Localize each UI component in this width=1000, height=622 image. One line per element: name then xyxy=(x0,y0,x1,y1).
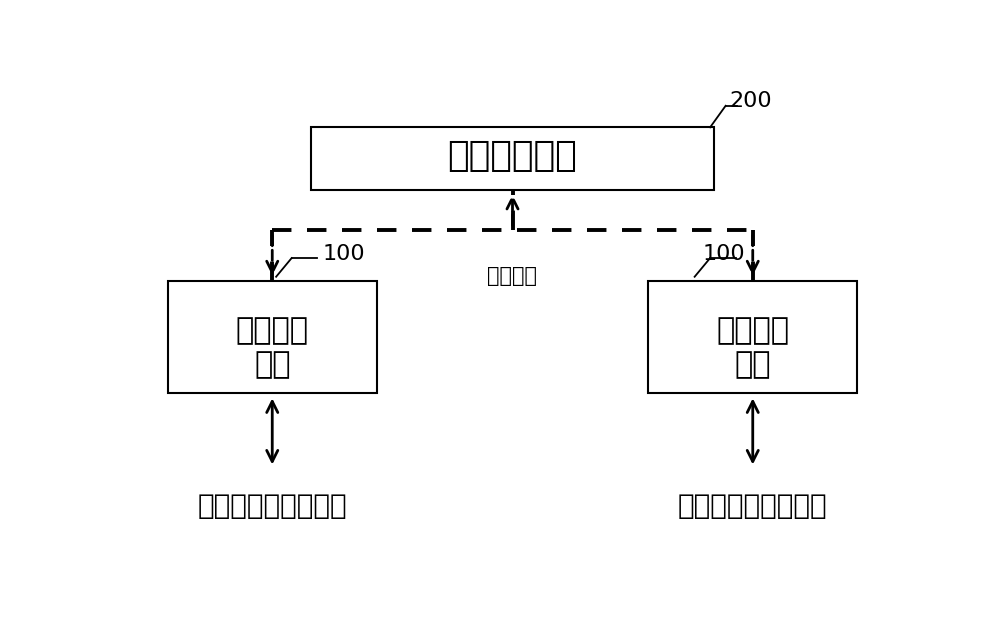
Text: 纸币点算
设备: 纸币点算 设备 xyxy=(236,317,309,379)
Text: 200: 200 xyxy=(730,91,772,111)
Bar xyxy=(648,281,857,393)
Text: 外部的卫星定位系统: 外部的卫星定位系统 xyxy=(678,492,828,520)
Bar xyxy=(168,281,377,393)
Text: 互联网络: 互联网络 xyxy=(488,266,538,286)
Text: 数据处理平台: 数据处理平台 xyxy=(448,139,577,173)
Bar xyxy=(311,128,714,190)
Text: 外部的卫星定位系统: 外部的卫星定位系统 xyxy=(197,492,347,520)
Text: 100: 100 xyxy=(323,244,365,264)
Text: 纸币点算
设备: 纸币点算 设备 xyxy=(716,317,789,379)
Text: 100: 100 xyxy=(702,244,745,264)
